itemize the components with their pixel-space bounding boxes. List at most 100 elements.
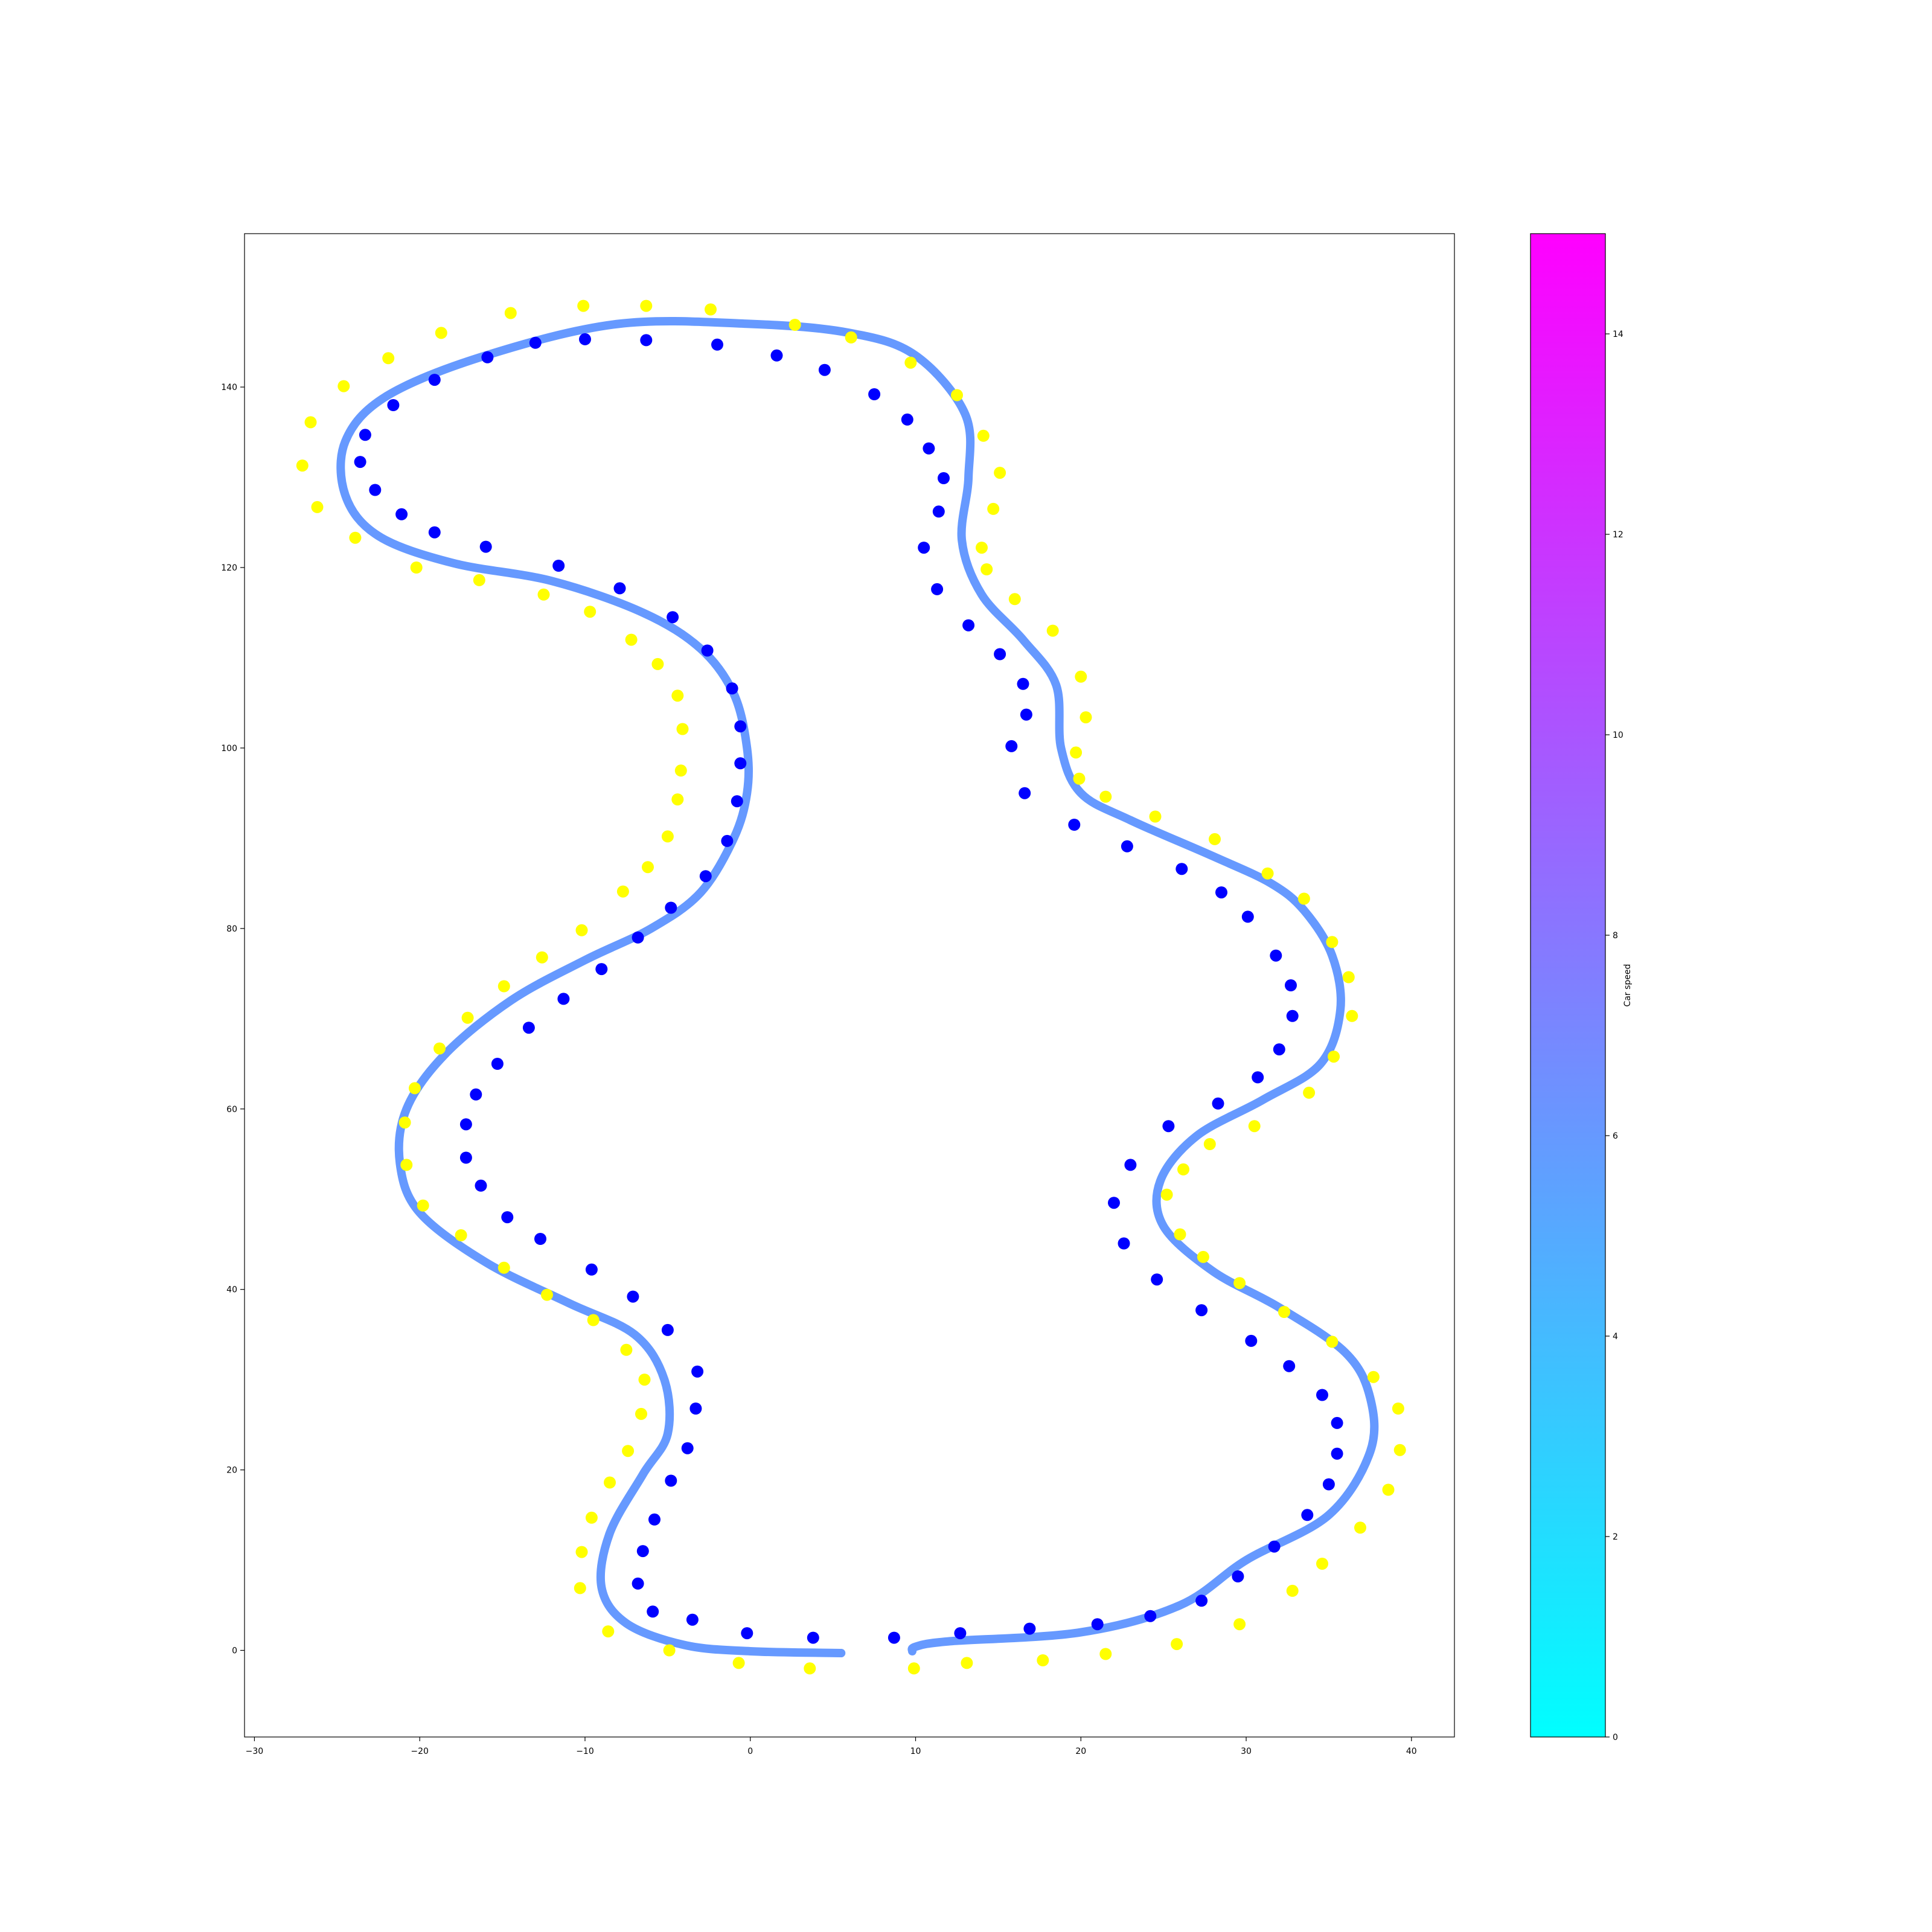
colorbar-tick-label: 10 bbox=[1613, 731, 1623, 740]
yellow-cone-point bbox=[575, 924, 588, 936]
y-tick-label: 100 bbox=[221, 744, 237, 753]
yellow-cone-point bbox=[642, 861, 654, 874]
blue-cone-point bbox=[954, 1627, 967, 1640]
yellow-cone-point bbox=[602, 1625, 615, 1638]
x-tick-label: 0 bbox=[747, 1747, 753, 1756]
blue-cone-point bbox=[1124, 1159, 1137, 1171]
colorbar-tick-label: 0 bbox=[1613, 1733, 1618, 1742]
colorbar-label: Car speed bbox=[1623, 964, 1633, 1007]
yellow-cone-point bbox=[1177, 1163, 1189, 1176]
x-axis: −30 −20 −10 0 10 20 30 40 bbox=[246, 1737, 1417, 1756]
yellow-cone-point bbox=[1209, 833, 1221, 845]
blue-cone-point bbox=[731, 795, 743, 808]
colorbar-tick-label: 14 bbox=[1613, 330, 1623, 339]
yellow-cone-point bbox=[1326, 1335, 1339, 1348]
blue-cone-point bbox=[648, 1513, 661, 1526]
y-tick-label: 0 bbox=[232, 1646, 237, 1656]
blue-cone-point bbox=[1268, 1540, 1281, 1553]
yellow-cone-point bbox=[663, 1644, 676, 1657]
blue-cone-point bbox=[459, 1151, 472, 1164]
plot-background bbox=[245, 234, 1454, 1737]
blue-cone-point bbox=[888, 1631, 900, 1644]
yellow-cone-point bbox=[987, 502, 1000, 515]
yellow-cone-point bbox=[640, 299, 653, 312]
colorbar-tick-label: 6 bbox=[1613, 1131, 1618, 1141]
blue-cone-point bbox=[1283, 1360, 1296, 1372]
colorbar: 0 2 4 6 8 10 12 14 Car speed bbox=[1530, 233, 1633, 1742]
blue-cone-point bbox=[711, 338, 723, 351]
yellow-cone-point bbox=[1261, 867, 1274, 880]
blue-cone-point bbox=[1212, 1097, 1224, 1110]
blue-cone-point bbox=[661, 1323, 674, 1336]
blue-cone-point bbox=[1005, 740, 1018, 752]
yellow-cone-point bbox=[497, 1261, 510, 1274]
yellow-cone-point bbox=[585, 1511, 598, 1524]
blue-cone-point bbox=[901, 413, 913, 426]
yellow-cone-point bbox=[638, 1374, 651, 1386]
yellow-cone-point bbox=[961, 1657, 973, 1669]
blue-cone-point bbox=[428, 526, 441, 539]
x-tick-label: 10 bbox=[910, 1747, 921, 1756]
yellow-cone-point bbox=[705, 303, 717, 316]
blue-cone-point bbox=[1331, 1416, 1343, 1429]
blue-cone-point bbox=[923, 442, 935, 455]
yellow-cone-point bbox=[504, 307, 517, 319]
blue-cone-point bbox=[807, 1631, 819, 1644]
blue-cone-point bbox=[470, 1088, 482, 1101]
blue-cone-point bbox=[938, 472, 950, 484]
colorbar-tick-label: 8 bbox=[1613, 931, 1618, 941]
blue-cone-point bbox=[699, 870, 712, 883]
yellow-cone-point bbox=[845, 331, 857, 344]
yellow-cone-point bbox=[635, 1407, 647, 1420]
yellow-cone-point bbox=[1393, 1444, 1406, 1456]
yellow-cone-point bbox=[575, 1546, 588, 1558]
yellow-cone-point bbox=[541, 1288, 553, 1301]
yellow-cone-point bbox=[604, 1476, 616, 1489]
car-path-line bbox=[336, 316, 1379, 1657]
blue-cone-point bbox=[818, 363, 831, 376]
plot-frame bbox=[244, 233, 1455, 1738]
yellow-cone-point bbox=[674, 764, 687, 777]
blue-cone-point bbox=[1286, 1009, 1299, 1022]
colorbar-tick-label: 2 bbox=[1613, 1532, 1618, 1542]
yellow-cone-point bbox=[1099, 790, 1112, 803]
yellow-cone-point bbox=[676, 723, 689, 735]
yellow-cone-point bbox=[1233, 1277, 1246, 1290]
blue-cone-point bbox=[595, 963, 608, 976]
yellow-cone-point bbox=[1297, 892, 1310, 905]
blue-cone-point bbox=[1144, 1610, 1157, 1622]
blue-cone-point bbox=[585, 1263, 598, 1276]
yellow-cone-point bbox=[1278, 1306, 1290, 1318]
blue-cone-point bbox=[931, 583, 944, 595]
blue-cone-point bbox=[994, 648, 1006, 661]
yellow-cone-point bbox=[625, 633, 638, 646]
x-tick-label: 20 bbox=[1075, 1747, 1086, 1756]
blue-cone-point bbox=[459, 1118, 472, 1131]
y-tick-label: 60 bbox=[226, 1105, 237, 1115]
yellow-cone-point bbox=[907, 1662, 920, 1675]
yellow-cone-point bbox=[587, 1314, 600, 1326]
blue-cone-point bbox=[647, 1605, 659, 1618]
blue-cone-point bbox=[665, 1474, 677, 1487]
yellow-cone-point bbox=[788, 319, 801, 331]
yellow-cone-point bbox=[994, 467, 1006, 479]
blue-cone-point bbox=[665, 901, 677, 914]
yellow-cone-point bbox=[1342, 971, 1355, 984]
blue-cone-point bbox=[534, 1233, 546, 1245]
blue-cone-point bbox=[369, 484, 382, 496]
yellow-cone-point bbox=[1080, 711, 1092, 724]
blue-cone-point bbox=[1241, 910, 1254, 923]
yellow-cone-point bbox=[1346, 1009, 1358, 1022]
blue-cone-point bbox=[691, 1365, 704, 1378]
yellow-cone-point bbox=[1354, 1521, 1366, 1534]
blue-cone-point bbox=[1301, 1509, 1314, 1521]
yellow-cone-point bbox=[732, 1657, 745, 1669]
yellow-cone-point bbox=[1149, 810, 1162, 823]
colorbar-tick-label: 12 bbox=[1613, 530, 1623, 540]
blue-cone-point bbox=[1195, 1595, 1208, 1607]
blue-cone-point bbox=[501, 1211, 514, 1224]
yellow-cone-point bbox=[651, 657, 664, 670]
blue-cone-point bbox=[1316, 1389, 1328, 1401]
yellow-cone-point bbox=[671, 793, 684, 806]
blue-cone-point bbox=[387, 399, 400, 411]
